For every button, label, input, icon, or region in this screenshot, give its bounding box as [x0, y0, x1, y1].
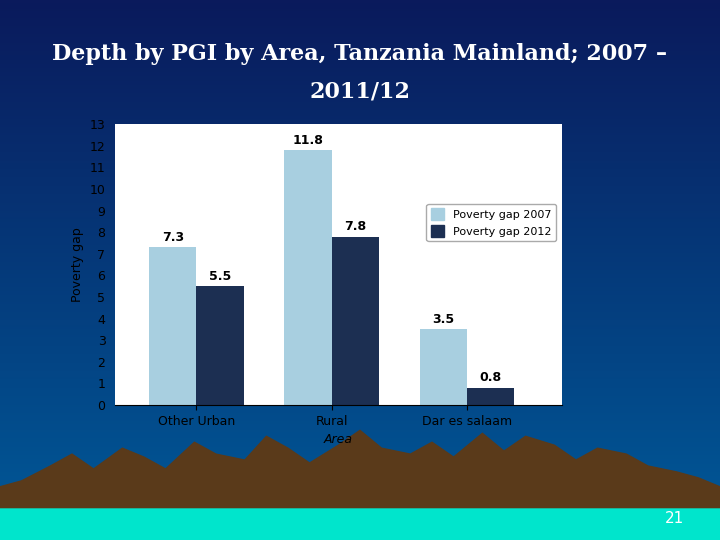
Y-axis label: Poverty gap: Poverty gap [71, 227, 84, 302]
Text: 5.5: 5.5 [209, 270, 231, 283]
Text: Depth by PGI by Area, Tanzania Mainland; 2007 –: Depth by PGI by Area, Tanzania Mainland;… [53, 43, 667, 65]
Text: 0.8: 0.8 [480, 372, 502, 384]
Text: 3.5: 3.5 [432, 313, 454, 326]
Bar [284, 150, 332, 405]
Text: 2011/12: 2011/12 [310, 81, 410, 103]
Bar [420, 329, 467, 405]
Legend: Poverty gap 2007, Poverty gap 2012: Poverty gap 2007, Poverty gap 2012 [426, 204, 556, 241]
Bar [149, 247, 197, 405]
Text: 7.3: 7.3 [161, 231, 184, 244]
X-axis label: Area: Area [324, 433, 353, 446]
Polygon shape [0, 430, 720, 508]
Bar [467, 388, 514, 405]
Bar [197, 286, 243, 405]
Bar [332, 237, 379, 405]
Text: 11.8: 11.8 [292, 134, 323, 147]
Text: 21: 21 [665, 511, 684, 526]
Text: 7.8: 7.8 [344, 220, 366, 233]
